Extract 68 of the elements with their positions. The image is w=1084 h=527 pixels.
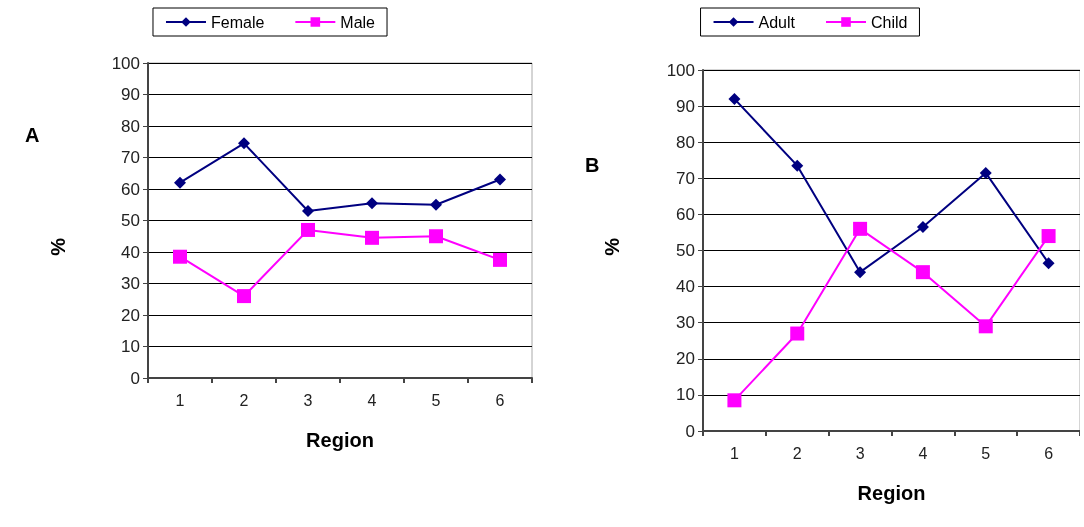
x-axis-title: Region: [857, 482, 926, 504]
text: A: [25, 124, 40, 146]
y-tick-label: 60: [121, 179, 140, 199]
point: [979, 166, 992, 179]
point: [494, 173, 506, 186]
y-tick-label: 70: [676, 168, 695, 188]
text: B: [585, 154, 600, 176]
point: [915, 265, 930, 280]
point: [853, 221, 868, 236]
point: [916, 221, 929, 234]
x-tick-label: 1: [729, 444, 739, 462]
point: [978, 319, 993, 334]
y-tick-label: 0: [130, 368, 140, 388]
y-tick-label: 30: [121, 274, 140, 293]
point: [727, 393, 742, 408]
y-tick-label: 40: [121, 242, 140, 262]
point: [728, 92, 741, 105]
point: [173, 249, 187, 264]
y-tick-label: 0: [685, 421, 695, 441]
x-tick-label: 6: [1044, 444, 1054, 462]
y-tick-label: 10: [121, 337, 140, 356]
point: [174, 176, 186, 189]
y-tick-label: 50: [676, 241, 695, 260]
x-tick-label: 5: [981, 444, 991, 462]
y-tick-label: 90: [121, 85, 140, 104]
point: [791, 159, 804, 172]
point: [854, 266, 867, 279]
legend-label: Adult: [758, 13, 796, 31]
y-tick-label: 80: [121, 116, 140, 136]
legend-label: Child: [871, 13, 908, 31]
point: [790, 326, 805, 341]
y-tick-label: 40: [676, 277, 695, 297]
y-tick-label: 100: [111, 53, 140, 73]
y-axis-title: %: [601, 237, 623, 256]
y-tick-label: 70: [121, 148, 140, 167]
x-tick-label: 2: [239, 391, 249, 409]
point: [238, 137, 250, 150]
y-tick-label: 20: [121, 305, 140, 325]
x-tick-label: 4: [918, 444, 928, 462]
point: [430, 198, 442, 211]
point: [366, 197, 378, 210]
x-tick-label: 3: [855, 444, 865, 462]
x-axis-title: Region: [306, 429, 374, 451]
point: [493, 252, 507, 267]
legend-label: Female: [210, 13, 265, 31]
y-tick-label: 100: [666, 60, 695, 80]
point: [1042, 257, 1055, 270]
y-axis-title: %: [47, 237, 69, 256]
y-tick-label: 10: [676, 385, 695, 405]
point: [429, 229, 443, 244]
y-tick-label: 20: [676, 349, 695, 369]
x-tick-label: 6: [495, 391, 505, 409]
x-tick-label: 1: [175, 391, 185, 409]
y-tick-label: 30: [676, 313, 695, 333]
y-tick-label: 50: [121, 211, 140, 230]
point: [365, 230, 379, 245]
legend-label: Male: [340, 13, 376, 31]
x-tick-label: 4: [367, 391, 377, 409]
y-tick-label: 60: [676, 204, 695, 224]
y-tick-label: 90: [676, 96, 695, 116]
point: [237, 289, 251, 304]
point: [302, 205, 314, 218]
x-tick-label: 5: [431, 391, 441, 409]
x-tick-label: 2: [792, 444, 802, 462]
x-tick-label: 3: [303, 391, 313, 409]
y-tick-label: 80: [676, 132, 695, 152]
point: [1041, 229, 1056, 244]
point: [301, 222, 315, 237]
